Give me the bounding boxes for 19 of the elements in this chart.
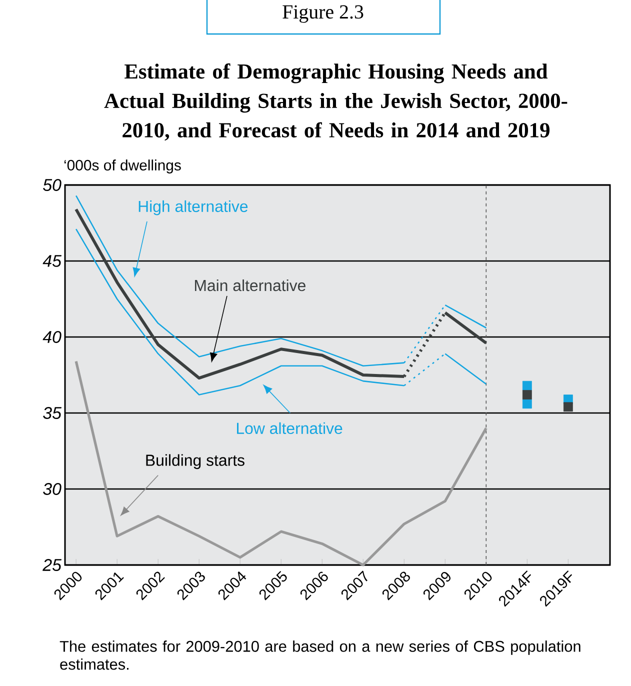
chart-title: Estimate of Demographic Housing Needs and Actual Building Starts in the Jewish Sector, 2000-2010, and Forecast of Needs in 2014 and 2019 [104, 63, 568, 141]
line-series [74, 360, 488, 566]
y-axis-title: ‘000s of dwellings [64, 160, 181, 174]
caption: Figure 2.3 [282, 5, 364, 23]
point [522, 399, 532, 409]
text: High alternative [138, 200, 248, 216]
y-tick-label: 35 [43, 406, 62, 419]
point [522, 380, 532, 390]
y-tick-label: 40 [42, 330, 62, 343]
y-tick-label: 25 [42, 558, 62, 571]
point [522, 390, 532, 400]
y-tick-label: 30 [43, 482, 62, 495]
point [563, 402, 573, 412]
legend-label: Low alternative [237, 422, 342, 434]
y-tick-label: 45 [42, 255, 62, 267]
text: Building starts [146, 454, 244, 470]
text: Main alternative [195, 279, 306, 292]
y-tick-label: 50 [43, 178, 62, 191]
text: The estimates for 2009-2010 are based on a new series of CBS population estimates. [60, 640, 580, 670]
